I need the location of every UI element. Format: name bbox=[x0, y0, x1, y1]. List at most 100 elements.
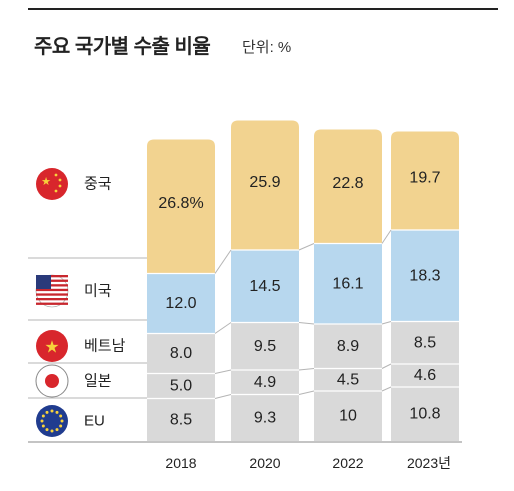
legend-label-us: 미국 bbox=[84, 283, 112, 300]
legend-label-japan: 일본 bbox=[84, 373, 112, 390]
flag-small-star bbox=[58, 178, 62, 182]
data-label-EU-2022: 10 bbox=[339, 408, 357, 425]
data-label-EU-2020: 9.3 bbox=[254, 409, 276, 426]
flag-small-star bbox=[54, 173, 58, 177]
connector-line bbox=[214, 249, 232, 274]
bar-segment-베트남-2022 bbox=[314, 324, 382, 369]
connector-line bbox=[381, 321, 392, 325]
bar-segment-미국-2023년 bbox=[391, 230, 459, 322]
data-label-미국-2018: 12.0 bbox=[165, 295, 196, 312]
flag-star bbox=[45, 410, 49, 414]
data-label-일본-2020: 4.9 bbox=[254, 374, 276, 391]
unit-label: 단위: % bbox=[242, 39, 292, 56]
flag-star bbox=[55, 428, 59, 432]
eu-flag-icon bbox=[36, 405, 68, 437]
flag-star bbox=[60, 419, 64, 423]
data-label-EU-2018: 8.5 bbox=[170, 411, 192, 428]
bar-segment-중국-2022 bbox=[314, 129, 382, 244]
flag-stripe bbox=[36, 284, 68, 287]
flag-star bbox=[41, 414, 45, 418]
flag-canton bbox=[36, 275, 51, 289]
flag-sun bbox=[45, 374, 59, 388]
data-label-베트남-2023년: 8.5 bbox=[414, 334, 436, 351]
flag-stripe bbox=[36, 302, 68, 305]
bar-segment-일본-2022 bbox=[314, 368, 382, 391]
connector-line bbox=[298, 322, 315, 325]
bar-segment-미국-2022 bbox=[314, 243, 382, 324]
bar-segment-EU-2018 bbox=[147, 398, 215, 441]
vietnam-flag-icon: ★ bbox=[36, 330, 68, 362]
data-label-일본-2022: 4.5 bbox=[337, 371, 359, 388]
data-label-일본-2023년: 4.6 bbox=[414, 367, 436, 384]
bar-segment-중국-2023년 bbox=[391, 131, 459, 230]
data-label-중국-2023년: 19.7 bbox=[409, 169, 440, 186]
chart-title: 주요 국가별 수출 비율 bbox=[34, 36, 211, 58]
flag-small-star bbox=[58, 184, 62, 188]
flag-star bbox=[59, 414, 63, 418]
flag-stripe bbox=[36, 293, 68, 296]
flag-star: ★ bbox=[41, 176, 51, 188]
data-label-미국-2022: 16.1 bbox=[332, 275, 363, 292]
flag-disc bbox=[36, 330, 68, 362]
bar-segment-베트남-2018 bbox=[147, 333, 215, 374]
x-tick-label: 2020 bbox=[249, 455, 280, 471]
top-rule bbox=[28, 8, 498, 10]
bar-segment-EU-2020 bbox=[231, 394, 299, 441]
connector-line bbox=[214, 369, 232, 374]
flag-disc bbox=[36, 168, 68, 200]
flag-disc bbox=[36, 405, 68, 437]
bar-segment-중국-2018 bbox=[147, 139, 215, 274]
data-label-EU-2023년: 10.8 bbox=[409, 406, 440, 423]
usa-flag-icon bbox=[35, 274, 69, 308]
bar-segment-미국-2020 bbox=[231, 250, 299, 323]
bar-segment-일본-2023년 bbox=[391, 364, 459, 387]
legend-label-vietnam: 베트남 bbox=[84, 338, 126, 355]
bar-segment-베트남-2023년 bbox=[391, 321, 459, 364]
japan-flag-icon bbox=[35, 364, 69, 398]
bar-segment-미국-2018 bbox=[147, 273, 215, 334]
data-label-베트남-2022: 8.9 bbox=[337, 338, 359, 355]
data-label-미국-2020: 14.5 bbox=[249, 278, 280, 295]
connector-line bbox=[298, 243, 315, 251]
data-label-베트남-2018: 8.0 bbox=[170, 345, 192, 362]
flag-stripe bbox=[36, 298, 68, 301]
china-flag-icon: ★ bbox=[36, 168, 68, 200]
x-tick-label: 2018 bbox=[165, 455, 196, 471]
data-label-일본-2018: 5.0 bbox=[170, 378, 192, 395]
legend-label-eu: EU bbox=[84, 413, 105, 430]
flag-star bbox=[50, 409, 54, 413]
flag-star bbox=[50, 429, 54, 433]
connector-line bbox=[298, 390, 315, 395]
x-tick-label: 2022 bbox=[332, 455, 363, 471]
connector-line bbox=[298, 368, 315, 371]
flag-small-star bbox=[54, 189, 58, 193]
flag-star bbox=[55, 410, 59, 414]
data-label-중국-2022: 22.8 bbox=[332, 175, 363, 192]
flag-star bbox=[45, 428, 49, 432]
flag-star bbox=[40, 419, 44, 423]
flag-star bbox=[41, 424, 45, 428]
connector-line bbox=[214, 322, 232, 334]
connector-line bbox=[214, 394, 232, 399]
bar-segment-일본-2020 bbox=[231, 370, 299, 395]
bar-segment-베트남-2020 bbox=[231, 322, 299, 370]
flag-star bbox=[59, 424, 63, 428]
flag-star: ★ bbox=[44, 338, 59, 357]
flag-stripe bbox=[36, 275, 68, 278]
bar-segment-EU-2022 bbox=[314, 391, 382, 441]
legend-label-china: 중국 bbox=[84, 176, 112, 193]
data-label-중국-2020: 25.9 bbox=[249, 174, 280, 191]
data-label-중국-2018: 26.8% bbox=[158, 195, 203, 212]
bar-segment-EU-2023년 bbox=[391, 387, 459, 441]
flag-stripe bbox=[36, 279, 68, 282]
data-label-미국-2023년: 18.3 bbox=[409, 267, 440, 284]
connector-line bbox=[381, 363, 392, 369]
x-tick-label: 2023년 bbox=[407, 455, 451, 471]
connector-line bbox=[381, 386, 392, 392]
bar-segment-일본-2018 bbox=[147, 373, 215, 399]
bar-segment-중국-2020 bbox=[231, 120, 299, 250]
connector-line bbox=[381, 229, 392, 244]
flag-stripe bbox=[36, 288, 68, 292]
